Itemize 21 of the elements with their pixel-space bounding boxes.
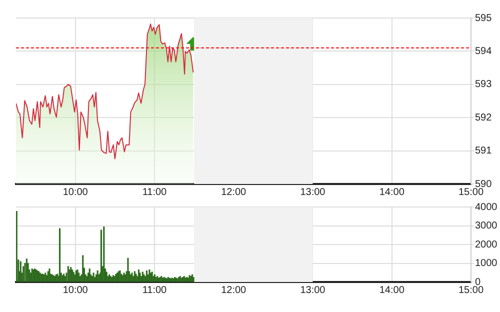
y-tick-label: 594 bbox=[475, 46, 492, 57]
y-tick-label: 591 bbox=[475, 146, 492, 157]
x-tick-label: 11:00 bbox=[142, 186, 168, 198]
x-tick-label: 12:00 bbox=[221, 186, 247, 198]
y-tick-label: 595 bbox=[475, 12, 492, 24]
y-tick-label: 2000 bbox=[475, 239, 498, 250]
y-tick-label: 593 bbox=[475, 79, 492, 90]
y-tick-label: 592 bbox=[475, 112, 492, 124]
x-tick-label: 12:00 bbox=[221, 284, 247, 296]
x-tick-label: 14:00 bbox=[379, 186, 405, 198]
y-tick-label: 1000 bbox=[475, 258, 498, 269]
x-tick-label: 10:00 bbox=[62, 186, 88, 198]
y-tick-label: 4000 bbox=[475, 202, 498, 213]
x-tick-label: 15:00 bbox=[458, 284, 484, 296]
x-tick-label: 15:00 bbox=[458, 186, 484, 198]
x-tick-label: 10:00 bbox=[62, 284, 88, 296]
x-tick-label: 11:00 bbox=[142, 284, 168, 296]
y-tick-label: 3000 bbox=[475, 220, 498, 232]
x-tick-label: 13:00 bbox=[300, 284, 326, 296]
x-tick-label: 14:00 bbox=[379, 284, 405, 296]
x-tick-label: 13:00 bbox=[300, 186, 326, 198]
